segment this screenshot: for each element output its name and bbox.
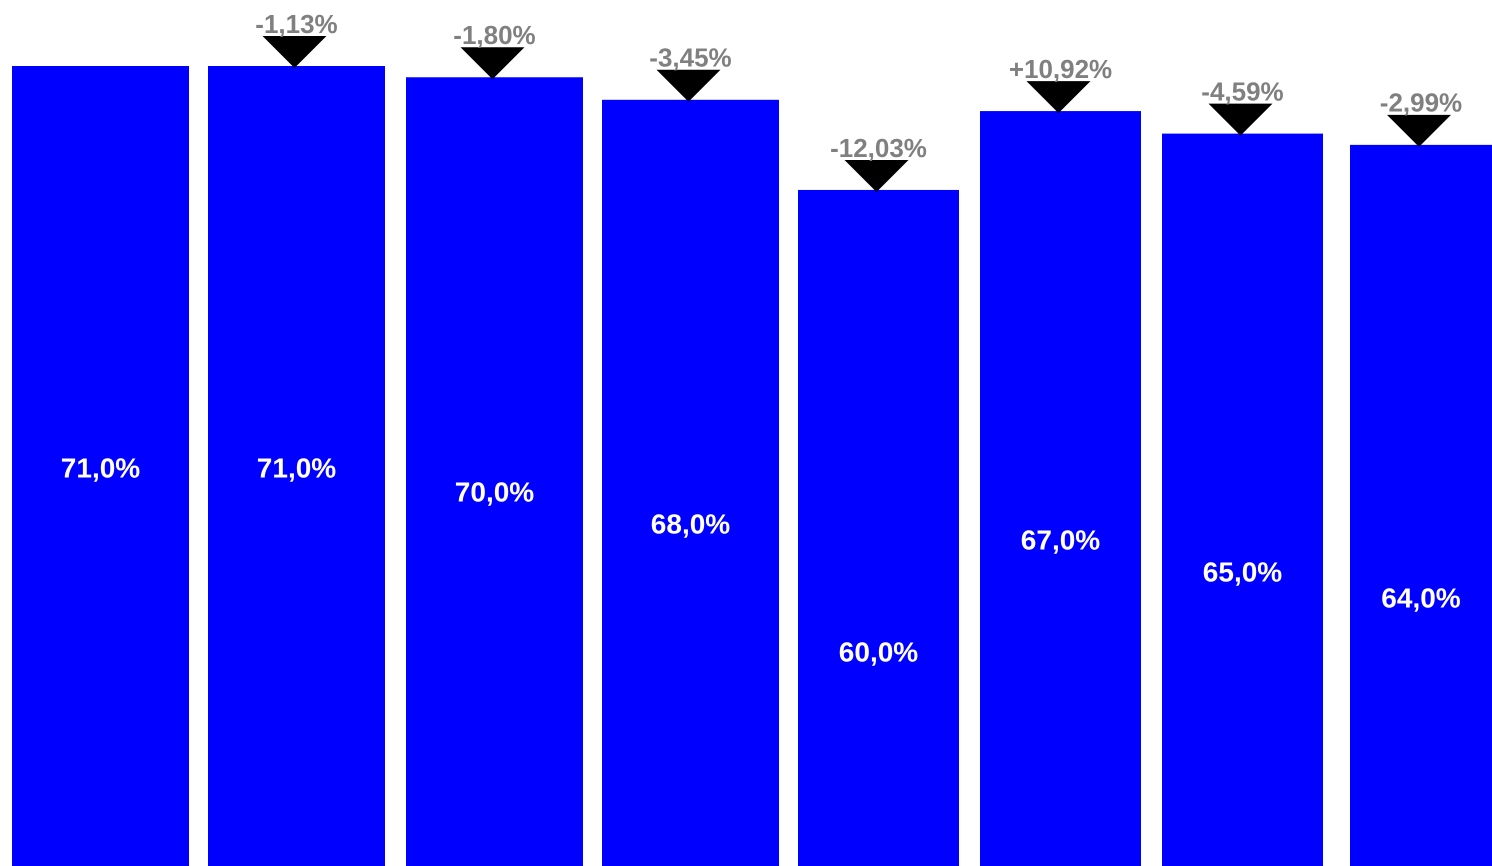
down-triangle-icon [1208,103,1273,136]
bar-value-label-7: 65,0% [1203,556,1282,587]
change-label-8: -2,99% [1380,88,1462,118]
change-label-7: -4,59% [1201,76,1283,106]
bar-value-label-5: 60,0% [839,636,918,667]
bars-layer [12,66,1492,866]
down-triangle-icon [844,159,909,192]
down-triangle-icon [1387,114,1451,147]
bar-7 [1162,133,1323,866]
bar-6 [980,111,1141,866]
bar-value-label-6: 67,0% [1021,524,1100,555]
bar-3 [406,77,583,866]
down-triangle-icon [656,69,721,102]
bar-value-label-2: 71,0% [257,452,336,483]
change-label-6: +10,92% [1009,54,1112,84]
change-label-3: -1,80% [453,20,535,50]
change-label-2: -1,13% [255,9,337,39]
bar-8 [1350,144,1492,866]
markers-layer [262,36,1451,192]
change-label-4: -3,45% [649,43,731,73]
bar-value-label-3: 70,0% [455,476,534,507]
down-triangle-icon [262,36,327,68]
bar-value-label-1: 71,0% [61,452,140,483]
change-label-5: -12,03% [830,133,927,163]
bar-2 [208,66,385,866]
down-triangle-icon [460,47,525,80]
bar-value-label-8: 64,0% [1381,582,1460,613]
bar-1 [12,66,189,866]
bar-5 [798,189,959,866]
down-triangle-icon [1026,81,1091,114]
bar-4 [602,99,779,866]
labels-layer: 71,0% 71,0% -1,13% 70,0% -1,80% 68,0% -3,45% 60… [61,9,1462,668]
bar-value-label-4: 68,0% [651,508,730,539]
